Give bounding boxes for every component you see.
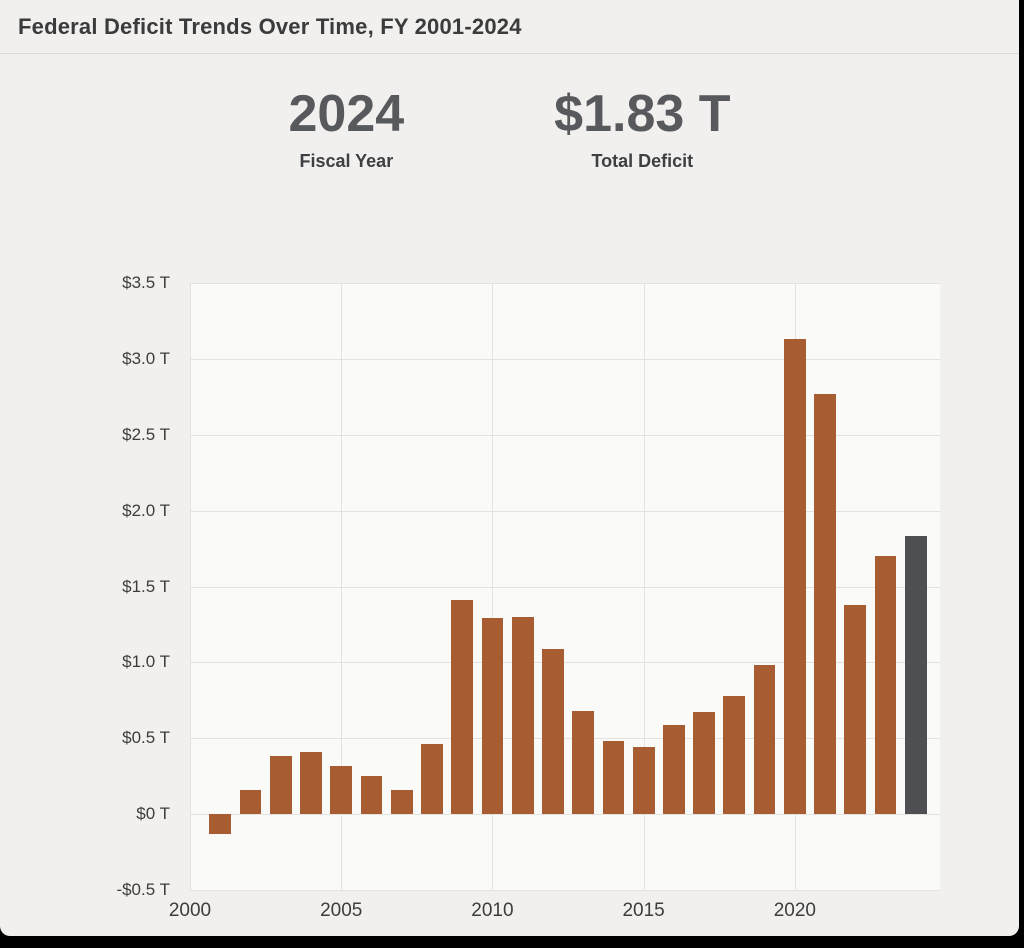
y-tick-label: $0.5 T [122,728,170,748]
y-tick-label: $3.5 T [122,273,170,292]
gridline-v [341,283,343,890]
total-deficit-label: Total Deficit [591,151,694,172]
plot-area [190,283,940,891]
x-tick-label: 2010 [471,900,514,921]
gridline-h [190,434,940,436]
gridline-h [190,890,940,891]
bar-2009[interactable] [451,600,474,815]
x-tick-label: 2000 [168,900,212,921]
bar-2021[interactable] [814,393,836,815]
stats-row: 2024 Fiscal Year $1.83 T Total Deficit [0,85,1019,172]
bar-2004[interactable] [300,751,322,815]
bar-2013[interactable] [572,710,595,815]
gridline-h [190,510,940,512]
y-axis: $3.5 T $3.0 T $2.5 T $2.0 T $1.5 T $1.0 T $0.5… [0,273,178,899]
bar-2023[interactable] [874,556,897,815]
y-tick-label: $1.5 T [122,576,170,596]
y-tick-label: -$0.5 T [116,880,170,899]
bar-2003[interactable] [269,756,292,815]
bar-2017[interactable] [693,712,715,815]
y-tick-label: $2.5 T [122,424,170,444]
bar-2016[interactable] [662,724,685,815]
bar-2018[interactable] [723,695,746,815]
x-axis: 2000 2005 2010 2015 2020 [169,898,940,928]
gridline-h [190,738,940,740]
bar-2008[interactable] [421,744,443,815]
gridline-v [643,283,645,890]
deficit-bar-chart: $3.5 T $3.0 T $2.5 T $2.0 T $1.5 T $1.0 T $0.5… [0,250,1019,930]
fiscal-year-value: 2024 [288,85,405,143]
bar-2015[interactable] [632,747,655,815]
gridline-v [492,283,494,890]
bar-2022[interactable] [844,604,867,815]
total-deficit-stat: $1.83 T Total Deficit [554,85,731,172]
x-tick-label: 2005 [320,900,363,921]
bar-2005[interactable] [330,765,353,815]
bar-2024[interactable] [904,536,927,815]
gridline-h [190,814,940,816]
bar-2001[interactable] [209,814,232,834]
x-tick-label: 2020 [773,900,816,921]
y-tick-label: $1.0 T [122,652,170,672]
bar-2010[interactable] [481,618,504,815]
y-tick-label: $0 T [136,804,170,824]
y-tick-label: $2.0 T [122,500,170,520]
bar-2014[interactable] [602,741,625,815]
gridline-h [190,662,940,664]
bar-2002[interactable] [239,789,262,815]
y-tick-label: $3.0 T [122,348,170,368]
gridline-h [190,358,940,360]
fiscal-year-stat: 2024 Fiscal Year [288,85,405,172]
gridline-h [190,283,940,284]
bar-2006[interactable] [360,776,383,815]
x-tick-label: 2015 [622,900,665,921]
bar-2020[interactable] [783,339,806,815]
page-title: Federal Deficit Trends Over Time, FY 200… [18,14,522,39]
total-deficit-value: $1.83 T [554,85,731,143]
bar-2011[interactable] [511,616,534,815]
bar-2007[interactable] [390,789,413,815]
bar-2012[interactable] [542,648,564,815]
gridline-h [190,586,940,588]
gridline-v [190,283,191,890]
bar-2019[interactable] [753,665,776,815]
fiscal-year-label: Fiscal Year [299,151,394,172]
chart-header: Federal Deficit Trends Over Time, FY 200… [0,0,1019,54]
